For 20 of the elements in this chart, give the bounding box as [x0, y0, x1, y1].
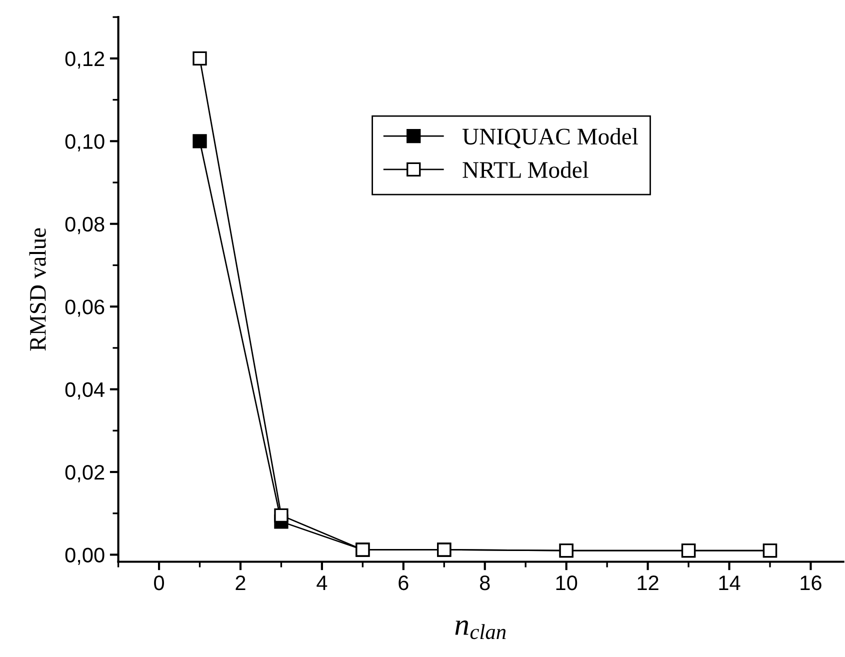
x-tick-label: 6 — [398, 575, 408, 590]
legend-label: NRTL Model — [462, 161, 588, 178]
y-tick-label: 0,04 — [65, 382, 104, 400]
y-axis-title: RMSD value — [29, 228, 46, 351]
x-tick-label: 2 — [236, 575, 246, 590]
x-tick-label: 10 — [556, 575, 578, 590]
y-tick-label: 0,02 — [65, 464, 104, 482]
y-tick-label: 0,00 — [65, 548, 104, 565]
y-tick-label: 0,10 — [65, 134, 104, 152]
x-tick-label: 8 — [480, 575, 490, 590]
y-tick-label: 0,06 — [65, 300, 104, 317]
x-tick-label: 4 — [316, 576, 328, 590]
x-tick-label: 0 — [154, 575, 164, 590]
x-tick-label: 12 — [638, 575, 658, 590]
y-tick-label: 0,08 — [65, 216, 104, 234]
x-tick-label: 16 — [800, 575, 822, 590]
x-axis-title: n$_{clan}$ — [455, 620, 506, 640]
legend-label: UNIQUAC Model — [462, 128, 638, 148]
x-tick-label: 14 — [719, 576, 740, 590]
y-tick-label: 0,12 — [65, 51, 104, 69]
